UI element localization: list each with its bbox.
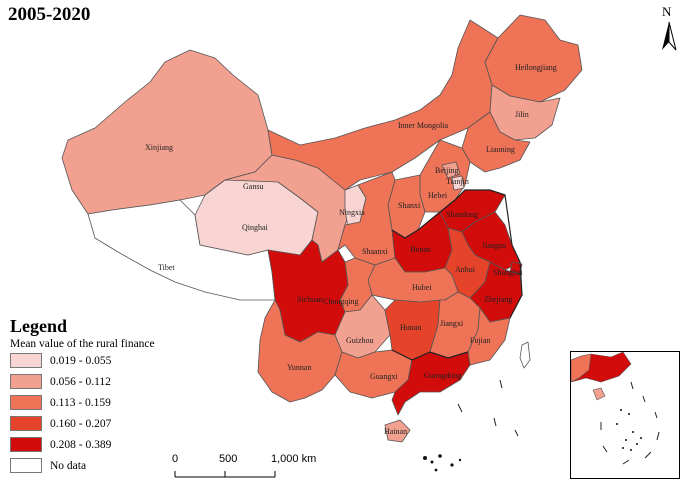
label-ningxia: Ningxia xyxy=(339,208,365,217)
legend-swatch xyxy=(10,374,42,389)
map-title: 2005-2020 xyxy=(8,4,91,25)
legend-item: 0.056 - 0.112 xyxy=(10,371,200,392)
label-hubei: Hubei xyxy=(412,283,432,292)
label-xinjiang: Xinjiang xyxy=(145,143,173,152)
label-hebei: Hebei xyxy=(428,191,448,200)
label-fujian: Fujian xyxy=(470,336,490,345)
north-arrow-icon: N xyxy=(658,4,680,52)
legend-label: 0.113 - 0.159 xyxy=(50,396,111,409)
label-zhejiang: Zhejiang xyxy=(484,295,512,304)
legend-item: 0.113 - 0.159 xyxy=(10,392,200,413)
sea-boundary-dashes xyxy=(457,379,519,437)
legend: Legend Mean value of the rural finance 0… xyxy=(10,316,200,476)
province-beijing[interactable] xyxy=(441,161,461,179)
label-guizhou: Guizhou xyxy=(346,336,374,345)
label-tibet: Tibet xyxy=(158,263,175,272)
label-jiangxi: Jiangxi xyxy=(440,319,464,328)
label-chongqing: Chongqing xyxy=(323,297,359,306)
scale-label-500: 500 xyxy=(219,453,238,465)
legend-swatch xyxy=(10,416,42,431)
label-tianjin: Tianjin xyxy=(446,177,469,186)
legend-swatch xyxy=(10,353,42,368)
north-letter: N xyxy=(662,4,672,19)
label-beijing: Beijing xyxy=(435,166,459,175)
province-heilongjiang[interactable] xyxy=(484,14,583,103)
label-shanxi: Shanxi xyxy=(398,201,421,210)
legend-classes: 0.019 - 0.055 0.056 - 0.112 0.113 - 0.159 0… xyxy=(10,350,200,476)
legend-swatch xyxy=(10,458,42,473)
legend-label: 0.019 - 0.055 xyxy=(50,354,112,367)
province-tianjin[interactable] xyxy=(451,175,465,191)
label-heilongjiang: Heilongjiang xyxy=(515,63,557,72)
label-shanghai: Shanghai xyxy=(493,268,524,277)
label-anhui: Anhui xyxy=(455,265,476,274)
label-inner-mongolia: Inner Mongolia xyxy=(398,121,448,130)
province-labels: Xinjiang Tibet Qinghai Gansu Inner Mongo… xyxy=(145,63,557,436)
legend-label: 0.056 - 0.112 xyxy=(50,375,111,388)
label-hainan: Hainan xyxy=(384,427,407,436)
scale-label-0: 0 xyxy=(172,453,179,465)
scale-bar: 0 500 1,000 km xyxy=(168,453,328,483)
province-fujian[interactable] xyxy=(467,307,511,366)
province-hainan[interactable] xyxy=(384,419,411,443)
legend-label: No data xyxy=(50,459,87,472)
region-taiwan xyxy=(519,341,531,369)
label-henan: Henan xyxy=(410,245,431,254)
legend-heading: Legend xyxy=(10,316,68,336)
legend-subtitle: Mean value of the rural finance xyxy=(10,338,155,350)
label-hunan: Hunan xyxy=(400,323,421,332)
label-guangxi: Guangxi xyxy=(370,372,398,381)
legend-swatch xyxy=(10,437,42,452)
label-guangdong: Guangdong xyxy=(424,371,461,380)
legend-item: 0.208 - 0.389 xyxy=(10,434,200,455)
south-sea-islands xyxy=(423,454,462,472)
province-yunnan[interactable] xyxy=(257,299,343,403)
label-shaanxi: Shaanxi xyxy=(362,247,389,256)
label-liaoning: Liaoning xyxy=(486,145,515,154)
label-shandong: Shandong xyxy=(446,210,478,219)
legend-label: 0.160 - 0.207 xyxy=(50,417,112,430)
legend-item: No data xyxy=(10,455,200,476)
legend-item: 0.019 - 0.055 xyxy=(10,350,200,371)
label-qinghai: Qinghai xyxy=(242,223,269,232)
south-china-sea-inset xyxy=(570,351,680,479)
scale-label-1000: 1,000 km xyxy=(271,453,317,465)
legend-swatch xyxy=(10,395,42,410)
label-jilin: Jilin xyxy=(515,110,529,119)
label-jiangsu: Jiangsu xyxy=(482,241,506,250)
thick-boundaries xyxy=(391,189,523,361)
label-gansu: Gansu xyxy=(243,182,263,191)
label-sichuan: Sichuan xyxy=(297,295,323,304)
legend-item: 0.160 - 0.207 xyxy=(10,413,200,434)
legend-label: 0.208 - 0.389 xyxy=(50,438,112,451)
label-yunnan: Yunnan xyxy=(287,363,311,372)
